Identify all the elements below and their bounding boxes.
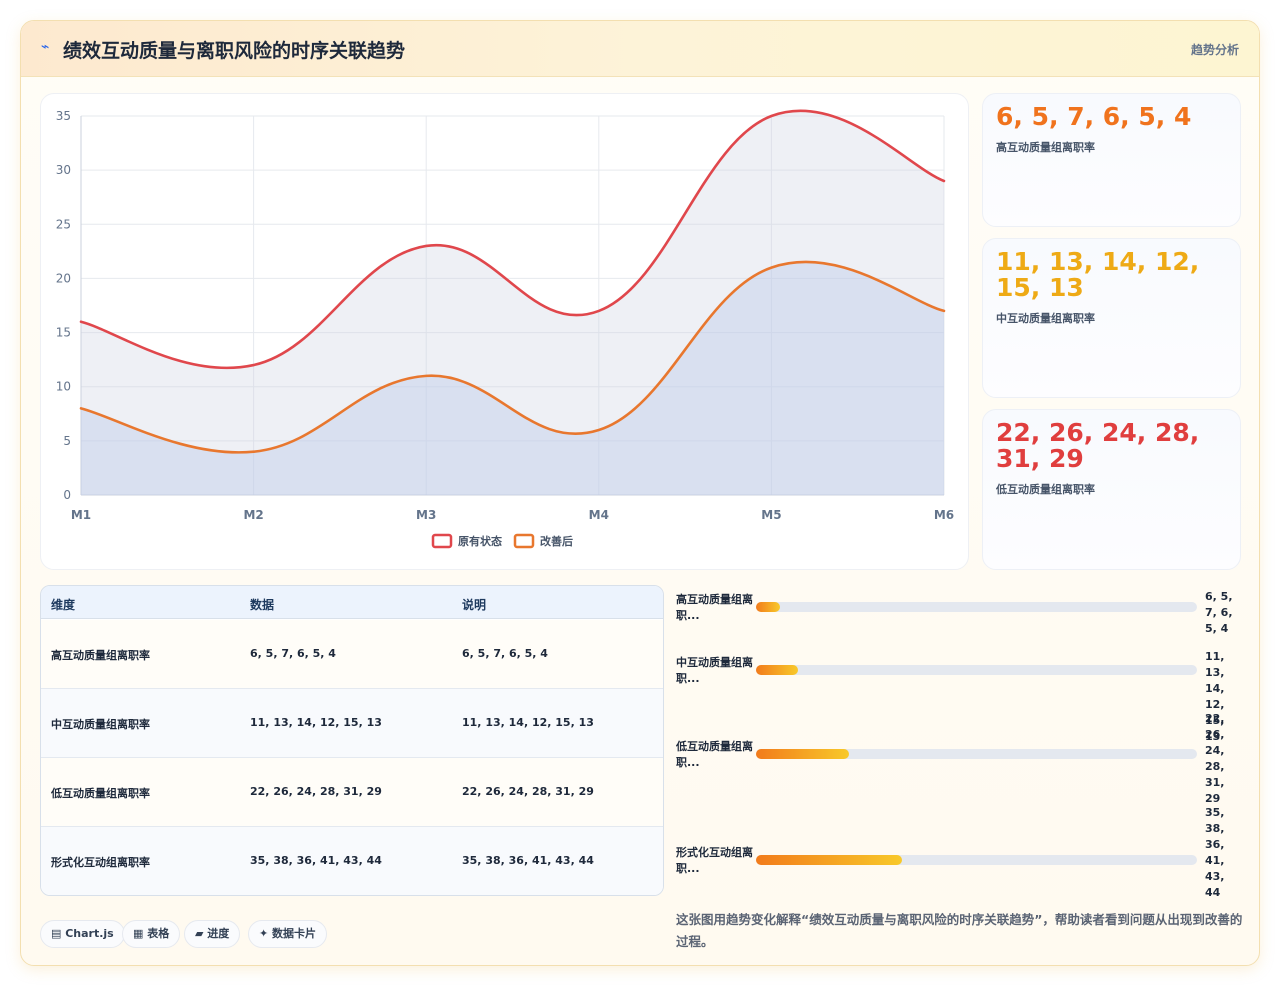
table-header: 维度 数据 说明 [41,586,663,619]
series-line-2 [79,260,946,454]
stat-card-mid: 11, 13, 14, 12, 15, 13 中互动质量组离职率 [982,238,1241,398]
x-tick-label: M5 [761,508,781,522]
series-area-1 [81,110,944,496]
table-cell: 22, 26, 24, 28, 31, 29 [462,785,594,798]
series-line-1 [79,109,946,370]
page-title: 绩效互动质量与离职风险的时序关联趋势 [63,40,406,62]
dashboard-panel: ⌁ 绩效互动质量与离职风险的时序关联趋势 趋势分析 0 5 10 15 20 25 30 35… [20,20,1260,966]
lightning-icon: ⌁ [41,39,50,55]
table-cell: 中互动质量组离职率 [51,718,150,731]
progress-label: 高互动质量组离职... [676,593,753,622]
progress-track [756,749,1197,759]
progress-value-line: 38, [1205,822,1225,835]
progress-value-line: 15, 13 [1205,714,1225,743]
table-row: 低互动质量组离职率 22, 26, 24, 28, 31, 29 22, 26,… [41,758,663,827]
progress-values: 22, 26, 24, 28, 31, 29 [1205,711,1241,807]
stat-value: 22, 26, 24, 28, 31, 29 [996,418,1200,473]
progress-values: 11, 13, 14, 12, 15, 13 [1205,649,1241,745]
progress-value-line: 28, [1205,760,1225,773]
progress-fill [756,855,902,865]
table-cell: 22, 26, 24, 28, 31, 29 [250,785,382,798]
x-tick-label: M4 [589,508,609,522]
y-tick-label: 10 [56,380,71,394]
column-header: 数据 [250,598,275,612]
progress-track [756,602,1197,612]
y-tick-label: 35 [56,109,71,123]
stat-card-low: 22, 26, 24, 28, 31, 29 低互动质量组离职率 [982,409,1241,570]
x-tick-label: M1 [71,508,91,522]
progress-value-line: 7, 6, [1205,606,1233,619]
stat-label: 中互动质量组离职率 [996,312,1095,325]
table-cell: 低互动质量组离职率 [51,787,150,800]
progress-value-line: 14, [1205,682,1225,695]
progress-value-line: 22, [1205,712,1225,725]
legend-swatch [513,533,535,549]
table-cell: 11, 13, 14, 12, 15, 13 [250,716,382,729]
x-tick-label: M3 [416,508,436,522]
table-row: 高互动质量组离职率 6, 5, 7, 6, 5, 4 6, 5, 7, 6, 5… [41,620,663,689]
stat-value: 6, 5, 7, 6, 5, 4 [996,102,1192,131]
table-cell: 高互动质量组离职率 [51,649,150,662]
legend-swatch [431,533,453,549]
table-cell: 35, 38, 36, 41, 43, 44 [250,854,382,867]
stat-label: 高互动质量组离职率 [996,141,1095,154]
progress-value-line: 5, 4 [1205,622,1229,635]
legend-label: 原有状态 [458,534,502,548]
y-tick-label: 25 [56,217,71,231]
progress-value-line: 11, 13, [1205,650,1225,679]
chart-caption: 这张图用趋势变化解释“绩效互动质量与离职风险的时序关联趋势”，帮助读者看到问题从… [676,912,1243,949]
progress-value-line: 24, [1205,744,1225,757]
progress-values: 6, 5, 7, 6, 5, 4 [1205,589,1241,637]
series-area-2 [81,261,944,495]
y-tick-label: 30 [56,163,71,177]
y-tick-label: 5 [63,434,71,448]
progress-value-line: 41, [1205,854,1225,867]
progress-value-line: 31, 29 [1205,776,1225,805]
y-tick-label: 0 [63,488,71,502]
y-tick-label: 20 [56,271,71,285]
panel-header: ⌁ 绩效互动质量与离职风险的时序关联趋势 趋势分析 [21,21,1259,77]
x-tick-label: M2 [243,508,263,522]
progress-fill [756,665,798,675]
table-pill[interactable]: ▦ 表格 [122,920,181,948]
table-cell: 6, 5, 7, 6, 5, 4 [462,647,548,660]
stat-value: 11, 13, 14, 12, 15, 13 [996,247,1200,302]
progress-value-line: 35, [1205,806,1225,819]
x-tick-label: M6 [934,508,954,522]
progress-fill [756,602,781,612]
progress-value-line: 43, [1205,870,1225,883]
progress-label: 形式化互动组离职... [676,846,753,875]
progress-track [756,665,1197,675]
data-table: 维度 数据 说明 高互动质量组离职率 6, 5, 7, 6, 5, 4 6, 5… [40,585,664,896]
progress-pill[interactable]: ▰ 进度 [184,920,241,948]
progress-value-line: 6, 5, [1205,590,1233,603]
table-row: 形式化互动组离职率 35, 38, 36, 41, 43, 44 35, 38,… [41,827,663,895]
progress-value-line: 26, [1205,728,1225,741]
progress-values: 35, 38, 36, 41, 43, 44 [1205,805,1241,901]
stat-card-high: 6, 5, 7, 6, 5, 4 高互动质量组离职率 [982,93,1241,227]
chart-card: 0 5 10 15 20 25 30 35 M1 M2 M3 M4 M5 M6 原有状态 改善后 [40,93,969,570]
progress-fill [756,749,849,759]
stat-label: 低互动质量组离职率 [996,483,1095,496]
progress-track [756,855,1197,865]
progress-value-line: 44 [1205,886,1221,899]
chartjs-pill[interactable]: ▤ Chart.js [40,920,125,948]
legend-label: 改善后 [540,534,573,548]
table-cell: 35, 38, 36, 41, 43, 44 [462,854,594,867]
progress-value-line: 12, [1205,698,1225,711]
table-cell: 11, 13, 14, 12, 15, 13 [462,716,594,729]
y-tick-label: 15 [56,326,71,340]
table-row: 中互动质量组离职率 11, 13, 14, 12, 15, 13 11, 13,… [41,689,663,758]
category-tag: 趋势分析 [1190,43,1239,57]
line-area-chart: 0 5 10 15 20 25 30 35 M1 M2 M3 M4 M5 M6 原有状态 改善后 [56,109,954,549]
progress-value-line: 36, [1205,838,1225,851]
table-cell: 6, 5, 7, 6, 5, 4 [250,647,336,660]
progress-label: 中互动质量组离职... [676,656,753,685]
table-cell: 形式化互动组离职率 [51,856,150,869]
column-header: 维度 [51,598,76,612]
data-card-pill[interactable]: ✦ 数据卡片 [248,920,328,948]
column-header: 说明 [462,598,487,612]
progress-label: 低互动质量组离职... [676,740,753,769]
